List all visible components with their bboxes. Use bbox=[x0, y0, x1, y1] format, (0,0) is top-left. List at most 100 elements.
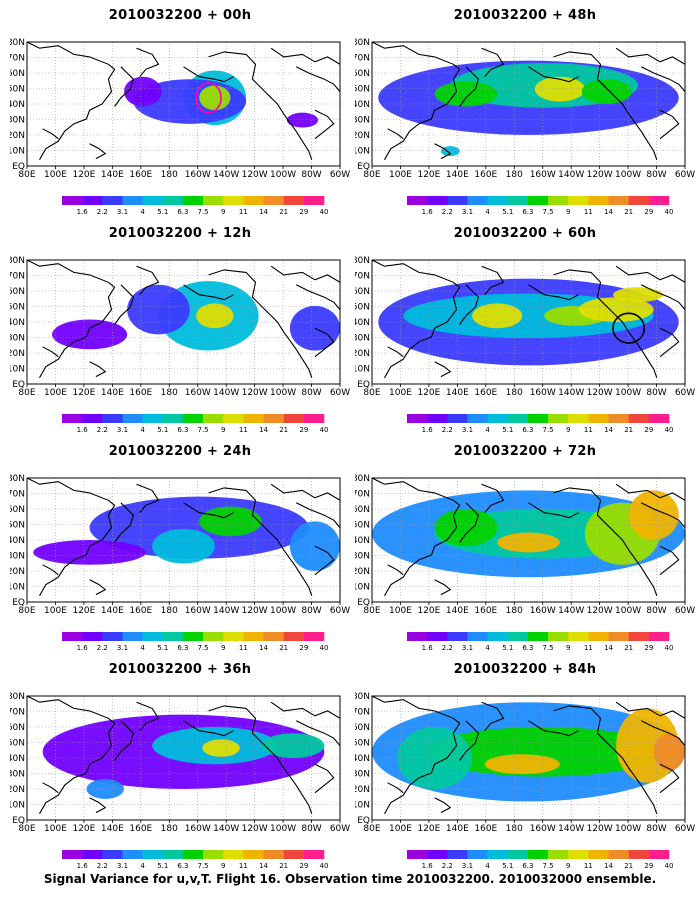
colorbar-swatch bbox=[568, 414, 589, 423]
y-tick-label: 60N bbox=[355, 287, 370, 297]
y-tick-label: 70N bbox=[10, 54, 25, 64]
x-tick-label: 160E bbox=[129, 606, 152, 616]
colorbar-label: 7.5 bbox=[198, 862, 209, 870]
x-tick-label: 100E bbox=[389, 170, 412, 180]
y-tick-label: 10N bbox=[355, 583, 370, 593]
colorbar-swatch bbox=[303, 196, 325, 205]
x-tick-label: 80E bbox=[18, 388, 35, 398]
panel-title: 2010032200 + 72h bbox=[453, 444, 597, 459]
y-tick-label: 10N bbox=[355, 365, 370, 375]
y-tick-label: EQ bbox=[357, 598, 370, 608]
colorbar-swatch bbox=[62, 414, 83, 423]
y-tick-label: 30N bbox=[10, 334, 25, 344]
colorbar-label: 3.1 bbox=[117, 208, 128, 216]
colorbar-swatch bbox=[568, 196, 589, 205]
variance-contour bbox=[497, 532, 560, 553]
colorbar-label: 21 bbox=[279, 644, 288, 652]
x-tick-label: 120W bbox=[242, 824, 268, 834]
colorbar-label: 1.6 bbox=[77, 208, 89, 216]
coastline bbox=[372, 478, 461, 597]
colorbar-swatch bbox=[608, 632, 629, 641]
x-tick-label: 120W bbox=[242, 170, 268, 180]
colorbar-label: 7.5 bbox=[543, 644, 554, 652]
colorbar-label: 40 bbox=[665, 426, 674, 434]
x-tick-label: 160E bbox=[129, 824, 152, 834]
colorbar-label: 11 bbox=[584, 862, 593, 870]
x-tick-label: 80E bbox=[363, 388, 380, 398]
colorbar-swatch bbox=[283, 850, 305, 859]
y-tick-label: 30N bbox=[10, 770, 25, 780]
x-tick-label: 140E bbox=[446, 824, 469, 834]
colorbar-swatch bbox=[487, 196, 509, 205]
colorbar-label: 29 bbox=[299, 208, 308, 216]
x-tick-label: 160W bbox=[530, 824, 556, 834]
colorbar-swatch bbox=[427, 850, 448, 859]
coastline bbox=[481, 47, 505, 78]
y-tick-label: 70N bbox=[355, 54, 370, 64]
y-tick-label: EQ bbox=[12, 162, 25, 172]
y-tick-label: 60N bbox=[10, 287, 25, 297]
colorbar-swatch bbox=[243, 196, 264, 205]
y-tick-label: 70N bbox=[10, 490, 25, 500]
colorbar-swatch bbox=[303, 850, 325, 859]
colorbar-label: 2.2 bbox=[97, 862, 108, 870]
colorbar-swatch bbox=[223, 632, 244, 641]
colorbar-swatch bbox=[447, 632, 468, 641]
coastline bbox=[208, 51, 313, 160]
y-tick-label: 80N bbox=[10, 474, 25, 484]
x-tick-label: 80E bbox=[18, 170, 35, 180]
x-tick-label: 120E bbox=[72, 170, 95, 180]
colorbar-label: 9 bbox=[566, 208, 570, 216]
map-panel: 2010032200 + 12h 80E 100E 120E 140E 160E 180 16… bbox=[10, 226, 350, 448]
colorbar-swatch bbox=[203, 196, 224, 205]
colorbar-label: 5.1 bbox=[502, 644, 513, 652]
colorbar-swatch bbox=[507, 850, 529, 859]
coastline bbox=[42, 346, 59, 358]
colorbar-swatch bbox=[263, 632, 284, 641]
x-tick-label: 120W bbox=[242, 606, 268, 616]
coastline bbox=[528, 66, 579, 83]
colorbar-label: 40 bbox=[665, 208, 674, 216]
colorbar-label: 14 bbox=[604, 426, 613, 434]
colorbar-swatch bbox=[203, 414, 224, 423]
x-tick-label: 140W bbox=[213, 824, 239, 834]
coastline bbox=[372, 260, 461, 379]
colorbar-swatch bbox=[82, 196, 103, 205]
y-tick-label: 50N bbox=[10, 739, 25, 749]
coastline bbox=[553, 269, 658, 378]
map-panel: 2010032200 + 72h 80E 100E 120E 140E 160E 180 16… bbox=[355, 444, 695, 666]
colorbar-swatch bbox=[203, 632, 224, 641]
colorbar-label: 3.1 bbox=[462, 208, 473, 216]
colorbar-swatch bbox=[447, 850, 468, 859]
y-tick-label: 80N bbox=[10, 256, 25, 266]
colorbar-swatch bbox=[62, 196, 83, 205]
variance-contour bbox=[33, 540, 146, 565]
colorbar-label: 1.6 bbox=[422, 862, 434, 870]
coastline bbox=[387, 346, 404, 358]
coastline bbox=[434, 797, 452, 814]
x-tick-label: 120W bbox=[242, 388, 268, 398]
colorbar-swatch bbox=[648, 414, 670, 423]
y-tick-label: 50N bbox=[355, 521, 370, 531]
coastline bbox=[615, 483, 685, 501]
colorbar-label: 6.3 bbox=[522, 426, 533, 434]
coastline bbox=[314, 109, 335, 140]
colorbar-label: 9 bbox=[221, 644, 225, 652]
x-tick-label: 120E bbox=[417, 388, 440, 398]
figure-caption: Signal Variance for u,v,T. Flight 16. Ob… bbox=[43, 872, 657, 886]
variance-contour bbox=[613, 287, 664, 303]
colorbar-label: 2.2 bbox=[442, 208, 453, 216]
colorbar-label: 29 bbox=[299, 644, 308, 652]
colorbar-label: 4 bbox=[140, 426, 145, 434]
colorbar-label: 4 bbox=[485, 208, 490, 216]
y-tick-label: 80N bbox=[355, 692, 370, 702]
coastline bbox=[659, 327, 680, 358]
x-tick-label: 120W bbox=[587, 388, 613, 398]
colorbar-swatch bbox=[628, 414, 650, 423]
x-tick-label: 160E bbox=[474, 824, 497, 834]
colorbar-swatch bbox=[487, 632, 509, 641]
colorbar-label: 1.6 bbox=[77, 644, 89, 652]
colorbar-swatch bbox=[507, 632, 529, 641]
coastline bbox=[372, 42, 461, 161]
coastline bbox=[89, 361, 107, 378]
